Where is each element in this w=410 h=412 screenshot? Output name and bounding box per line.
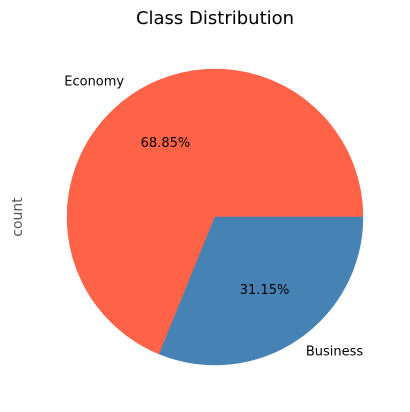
pie-slices <box>66 68 364 366</box>
slice-percent-business: 31.15% <box>240 283 290 298</box>
pie-labels: Economy 68.85% Business 31.15% <box>64 74 363 359</box>
slice-percent-economy: 68.85% <box>141 136 191 151</box>
pie-slice-economy <box>66 68 364 355</box>
pie-slice-business <box>158 216 364 366</box>
slice-label-economy: Economy <box>64 74 124 89</box>
y-axis-label: count <box>10 197 26 237</box>
slice-label-business: Business <box>306 345 364 360</box>
chart-title: Class Distribution <box>136 8 294 29</box>
